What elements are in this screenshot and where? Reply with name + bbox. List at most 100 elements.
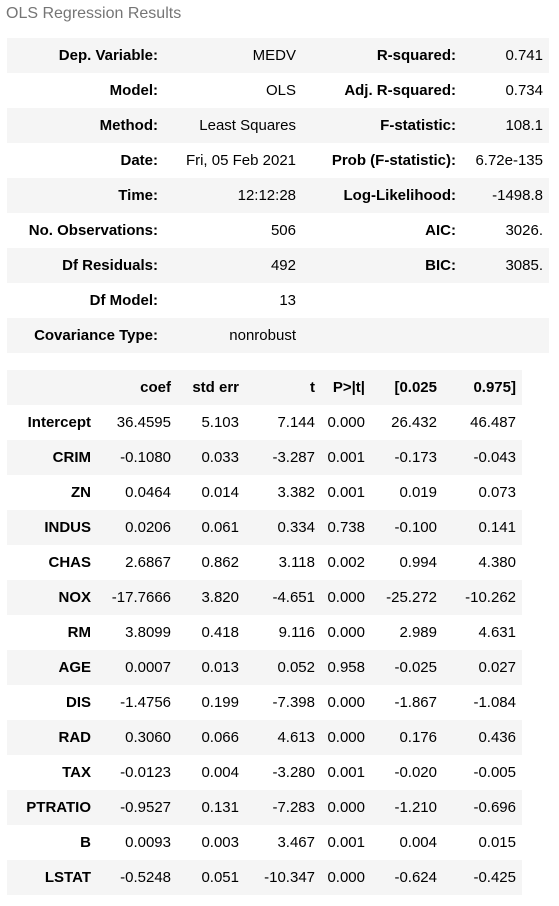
header-corner [7, 370, 97, 405]
table-cell: 9.116 [245, 615, 321, 650]
table-cell: 4.613 [245, 720, 321, 755]
table-cell: 0.000 [321, 685, 371, 720]
table-cell: 0.001 [321, 825, 371, 860]
table-cell: 0.0093 [97, 825, 177, 860]
table-cell: 3.467 [245, 825, 321, 860]
coefficients-table: coef std err t P>|t| [0.025 0.975] Intercept 3… [7, 370, 522, 895]
table-cell: 2.989 [371, 615, 443, 650]
row-label: AGE [7, 650, 97, 685]
table-row: CHAS 2.6867 0.862 3.118 0.002 0.994 4.380 [7, 545, 522, 580]
table-cell: 3.382 [245, 475, 321, 510]
summary-key: Log-Likelihood: [302, 178, 462, 213]
table-cell: 0.3060 [97, 720, 177, 755]
table-row: LSTAT -0.5248 0.051 -10.347 0.000 -0.624 -0.42… [7, 860, 522, 895]
summary-key: Dep. Variable: [7, 38, 164, 73]
row-label: PTRATIO [7, 790, 97, 825]
table-cell: 4.631 [443, 615, 522, 650]
table-cell: 0.001 [321, 755, 371, 790]
table-cell: -3.287 [245, 440, 321, 475]
table-cell: 0.000 [321, 405, 371, 440]
table-cell: -7.283 [245, 790, 321, 825]
table-cell: -1.084 [443, 685, 522, 720]
table-cell: 0.0206 [97, 510, 177, 545]
table-cell: 46.487 [443, 405, 522, 440]
column-header: 0.975] [443, 370, 522, 405]
row-label: ZN [7, 475, 97, 510]
summary-value: 6.72e-135 [462, 143, 549, 178]
table-cell: 5.103 [177, 405, 245, 440]
summary-value: 492 [164, 248, 302, 283]
summary-key: R-squared: [302, 38, 462, 73]
summary-row: Time: 12:12:28 Log-Likelihood: -1498.8 [7, 178, 549, 213]
table-cell: 0.199 [177, 685, 245, 720]
table-row: TAX -0.0123 0.004 -3.280 0.001 -0.020 -0.005 [7, 755, 522, 790]
summary-value: 506 [164, 213, 302, 248]
table-cell: 4.380 [443, 545, 522, 580]
coefficients-body: Intercept 36.4595 5.103 7.144 0.000 26.432 46.… [7, 405, 522, 895]
table-cell: 0.051 [177, 860, 245, 895]
table-cell: -0.624 [371, 860, 443, 895]
table-cell: -0.425 [443, 860, 522, 895]
summary-value [462, 318, 549, 353]
table-row: ZN 0.0464 0.014 3.382 0.001 0.019 0.073 [7, 475, 522, 510]
table-cell: 0.052 [245, 650, 321, 685]
table-cell: -7.398 [245, 685, 321, 720]
table-cell: -0.5248 [97, 860, 177, 895]
column-header: t [245, 370, 321, 405]
table-cell: -0.043 [443, 440, 522, 475]
table-cell: 0.738 [321, 510, 371, 545]
column-header: [0.025 [371, 370, 443, 405]
table-cell: 0.004 [371, 825, 443, 860]
summary-value: Fri, 05 Feb 2021 [164, 143, 302, 178]
table-cell: -0.020 [371, 755, 443, 790]
summary-row: Method: Least Squares F-statistic: 108.1 [7, 108, 549, 143]
row-label: NOX [7, 580, 97, 615]
coefficients-header-row: coef std err t P>|t| [0.025 0.975] [7, 370, 522, 405]
row-label: TAX [7, 755, 97, 790]
summary-key: Prob (F-statistic): [302, 143, 462, 178]
summary-row: Date: Fri, 05 Feb 2021 Prob (F-statistic):… [7, 143, 549, 178]
table-cell: 0.027 [443, 650, 522, 685]
summary-key: F-statistic: [302, 108, 462, 143]
table-cell: 0.000 [321, 790, 371, 825]
row-label: DIS [7, 685, 97, 720]
table-cell: 3.820 [177, 580, 245, 615]
table-cell: -0.025 [371, 650, 443, 685]
table-row: RAD 0.3060 0.066 4.613 0.000 0.176 0.436 [7, 720, 522, 755]
row-label: RM [7, 615, 97, 650]
summary-row: Dep. Variable: MEDV R-squared: 0.741 [7, 38, 549, 73]
table-cell: -0.100 [371, 510, 443, 545]
table-cell: 36.4595 [97, 405, 177, 440]
summary-key: Method: [7, 108, 164, 143]
table-cell: 0.000 [321, 615, 371, 650]
summary-key: Time: [7, 178, 164, 213]
table-row: Intercept 36.4595 5.103 7.144 0.000 26.432 46.… [7, 405, 522, 440]
summary-value: Least Squares [164, 108, 302, 143]
summary-value: 108.1 [462, 108, 549, 143]
table-cell: 0.000 [321, 580, 371, 615]
row-label: Intercept [7, 405, 97, 440]
summary-key [302, 318, 462, 353]
table-cell: 0.141 [443, 510, 522, 545]
table-cell: 0.073 [443, 475, 522, 510]
table-cell: -0.1080 [97, 440, 177, 475]
summary-table: Dep. Variable: MEDV R-squared: 0.741 Model: O… [7, 38, 549, 353]
table-cell: 2.6867 [97, 545, 177, 580]
summary-row: No. Observations: 506 AIC: 3026. [7, 213, 549, 248]
summary-row: Df Residuals: 492 BIC: 3085. [7, 248, 549, 283]
summary-value [462, 283, 549, 318]
table-cell: -10.262 [443, 580, 522, 615]
table-cell: 0.000 [321, 860, 371, 895]
table-cell: 0.994 [371, 545, 443, 580]
summary-value: OLS [164, 73, 302, 108]
summary-value: MEDV [164, 38, 302, 73]
summary-key: Df Residuals: [7, 248, 164, 283]
summary-value: 0.734 [462, 73, 549, 108]
table-cell: 0.019 [371, 475, 443, 510]
row-label: LSTAT [7, 860, 97, 895]
summary-key: BIC: [302, 248, 462, 283]
table-cell: 0.334 [245, 510, 321, 545]
table-cell: 0.436 [443, 720, 522, 755]
table-cell: 0.015 [443, 825, 522, 860]
table-cell: -1.4756 [97, 685, 177, 720]
